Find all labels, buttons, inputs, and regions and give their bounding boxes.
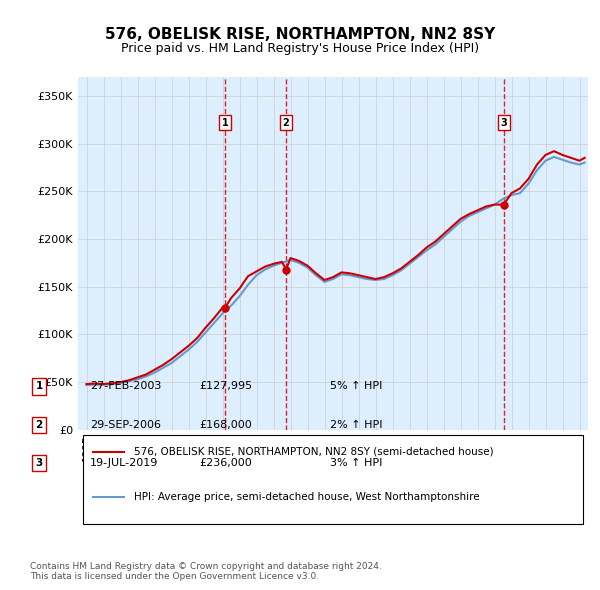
Text: 576, OBELISK RISE, NORTHAMPTON, NN2 8SY (semi-detached house): 576, OBELISK RISE, NORTHAMPTON, NN2 8SY … [134, 447, 494, 457]
Text: HPI: Average price, semi-detached house, West Northamptonshire: HPI: Average price, semi-detached house,… [134, 492, 480, 502]
Text: 2: 2 [283, 117, 289, 127]
Text: Price paid vs. HM Land Registry's House Price Index (HPI): Price paid vs. HM Land Registry's House … [121, 42, 479, 55]
Text: 1: 1 [35, 382, 43, 391]
Text: £168,000: £168,000 [199, 420, 252, 430]
Text: £127,995: £127,995 [199, 382, 252, 391]
Text: £236,000: £236,000 [199, 458, 252, 468]
Text: 2: 2 [35, 420, 43, 430]
Text: 576, OBELISK RISE, NORTHAMPTON, NN2 8SY: 576, OBELISK RISE, NORTHAMPTON, NN2 8SY [105, 27, 495, 41]
Text: 29-SEP-2006: 29-SEP-2006 [90, 420, 161, 430]
Text: 27-FEB-2003: 27-FEB-2003 [90, 382, 161, 391]
Text: 1: 1 [221, 117, 229, 127]
Text: 3: 3 [500, 117, 507, 127]
Text: 19-JUL-2019: 19-JUL-2019 [90, 458, 158, 468]
Text: 3: 3 [35, 458, 43, 468]
Text: 5% ↑ HPI: 5% ↑ HPI [330, 382, 382, 391]
FancyBboxPatch shape [83, 435, 583, 524]
Text: Contains HM Land Registry data © Crown copyright and database right 2024.
This d: Contains HM Land Registry data © Crown c… [30, 562, 382, 581]
Text: 2% ↑ HPI: 2% ↑ HPI [330, 420, 383, 430]
Text: 3% ↑ HPI: 3% ↑ HPI [330, 458, 382, 468]
